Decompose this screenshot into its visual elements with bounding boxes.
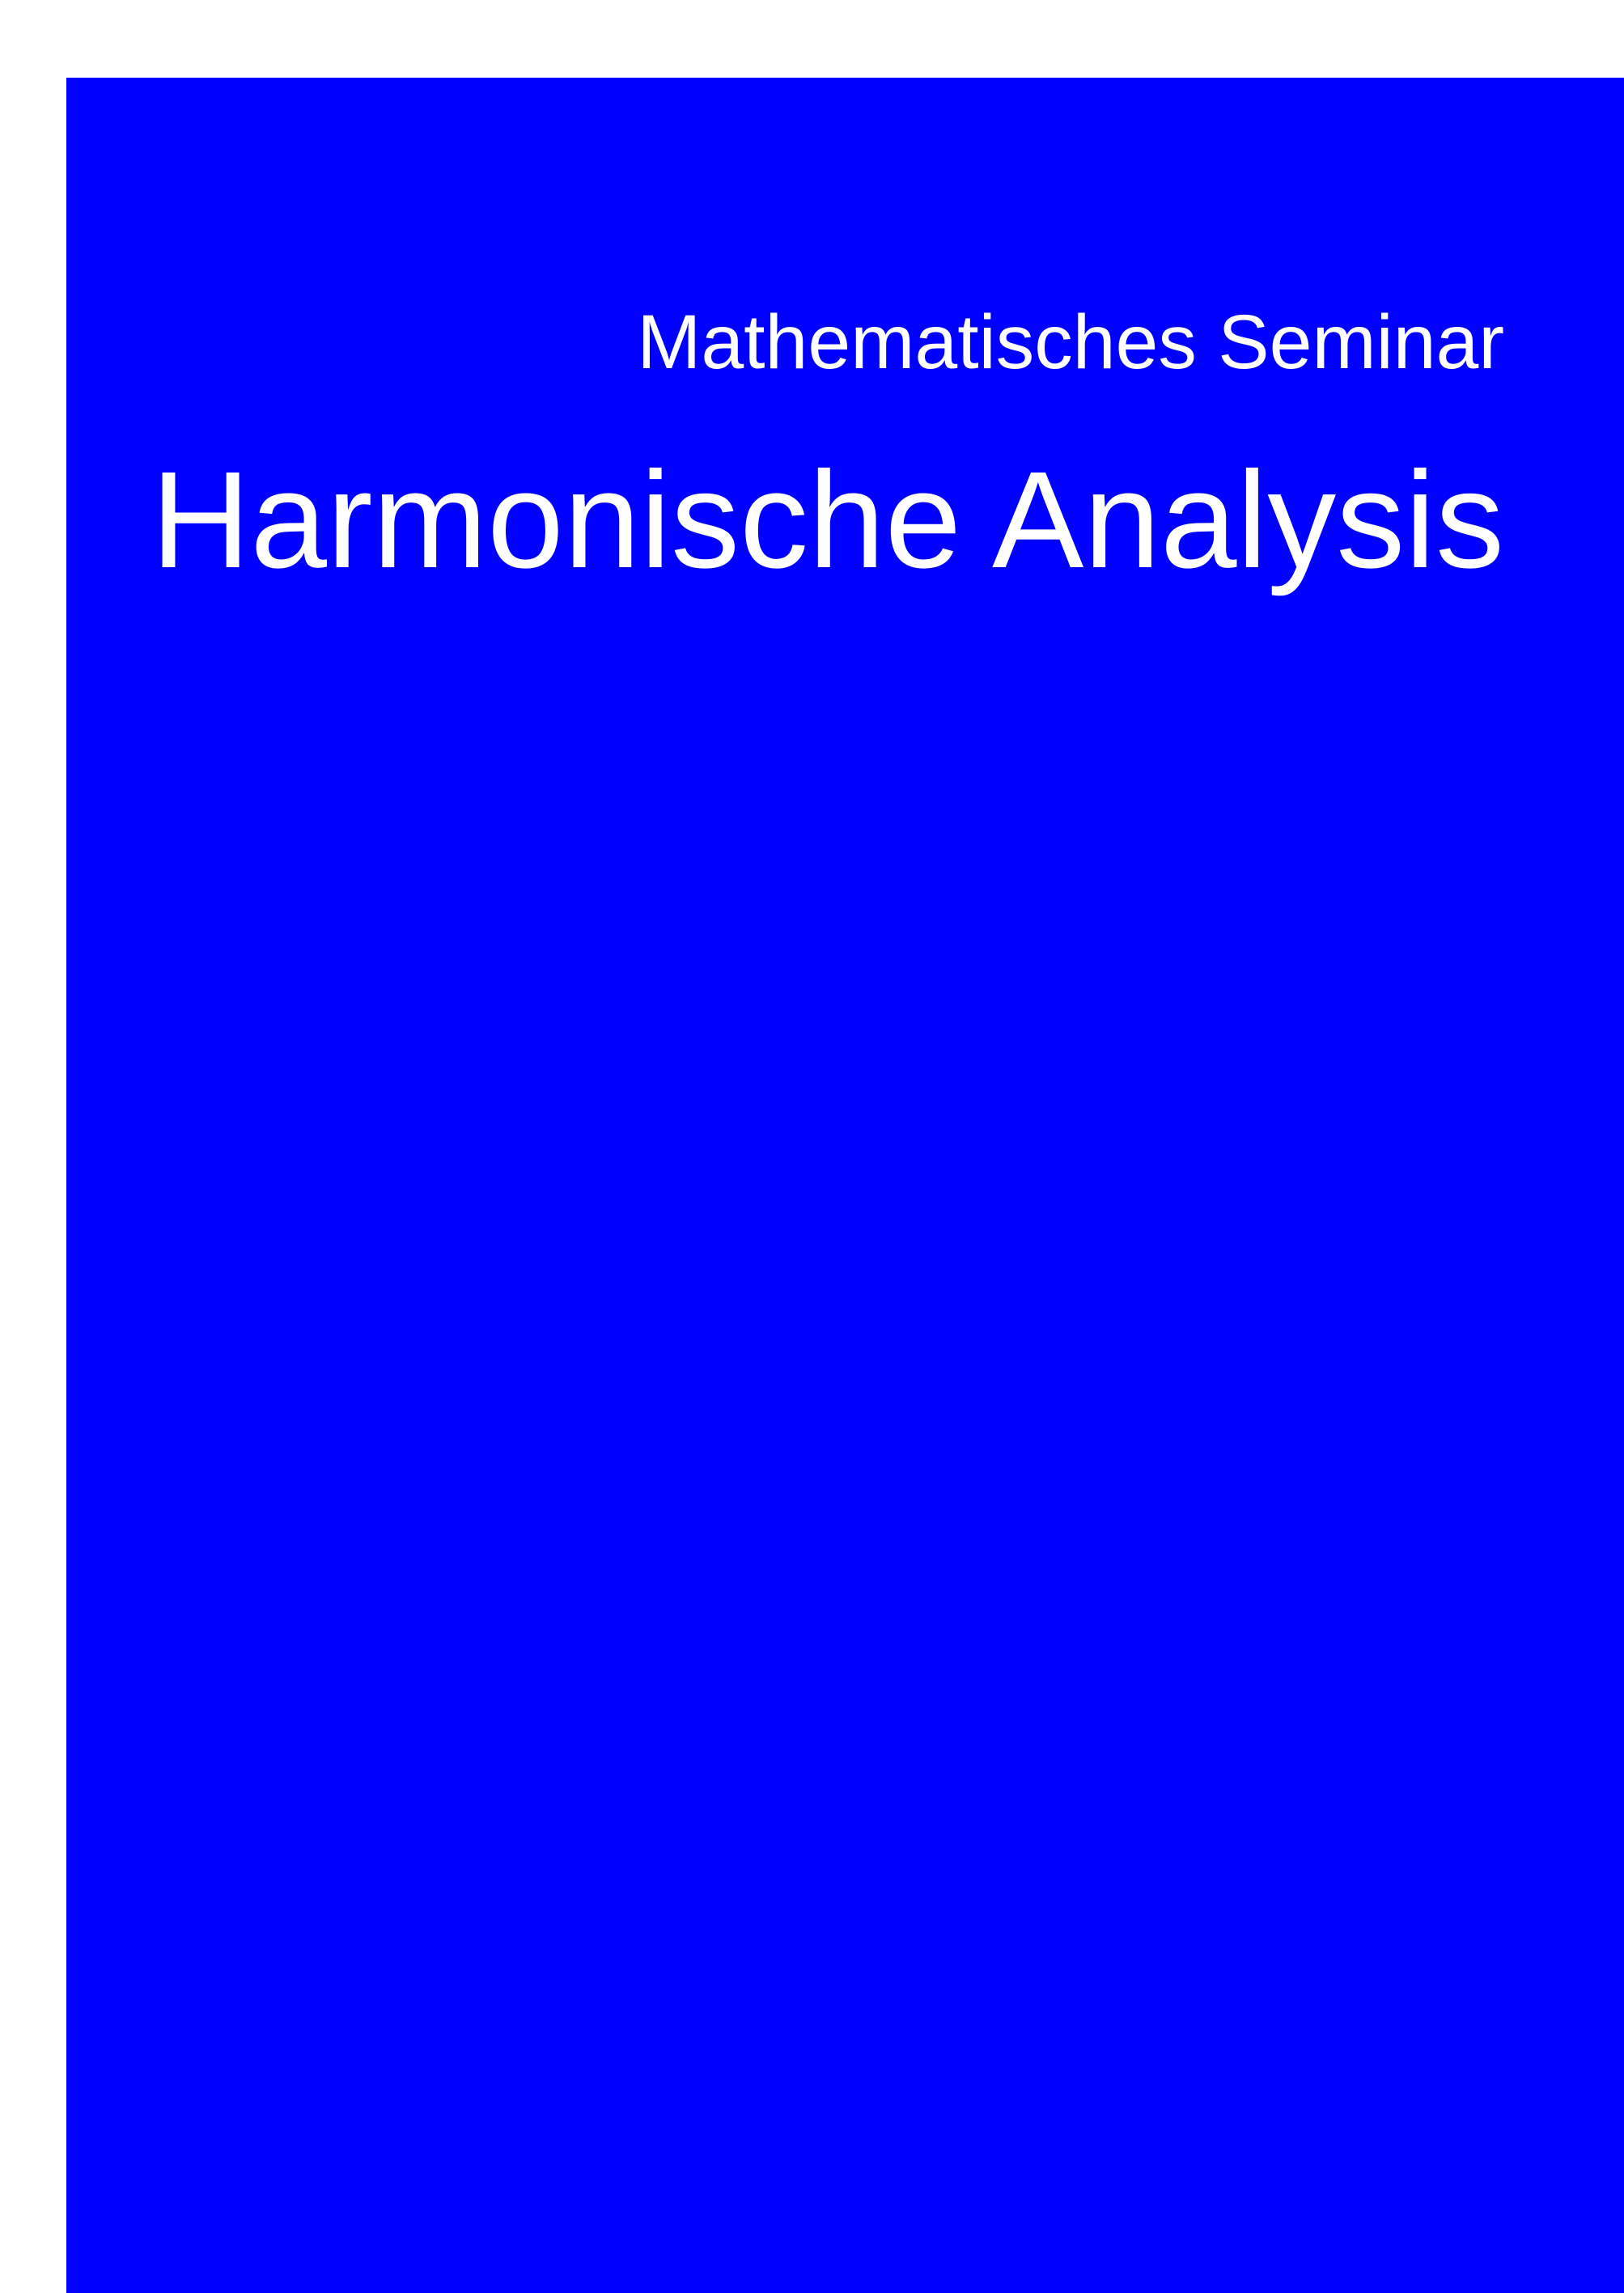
document-title: Harmonische Analysis: [151, 443, 1504, 597]
series-name: Mathematisches Seminar: [637, 299, 1504, 385]
cover-panel: Mathematisches Seminar Harmonische Analy…: [66, 78, 1624, 2293]
